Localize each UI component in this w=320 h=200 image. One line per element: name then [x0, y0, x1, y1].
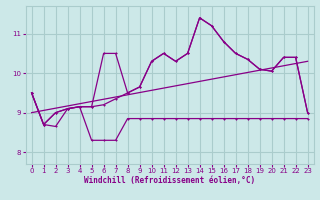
X-axis label: Windchill (Refroidissement éolien,°C): Windchill (Refroidissement éolien,°C) — [84, 176, 255, 185]
